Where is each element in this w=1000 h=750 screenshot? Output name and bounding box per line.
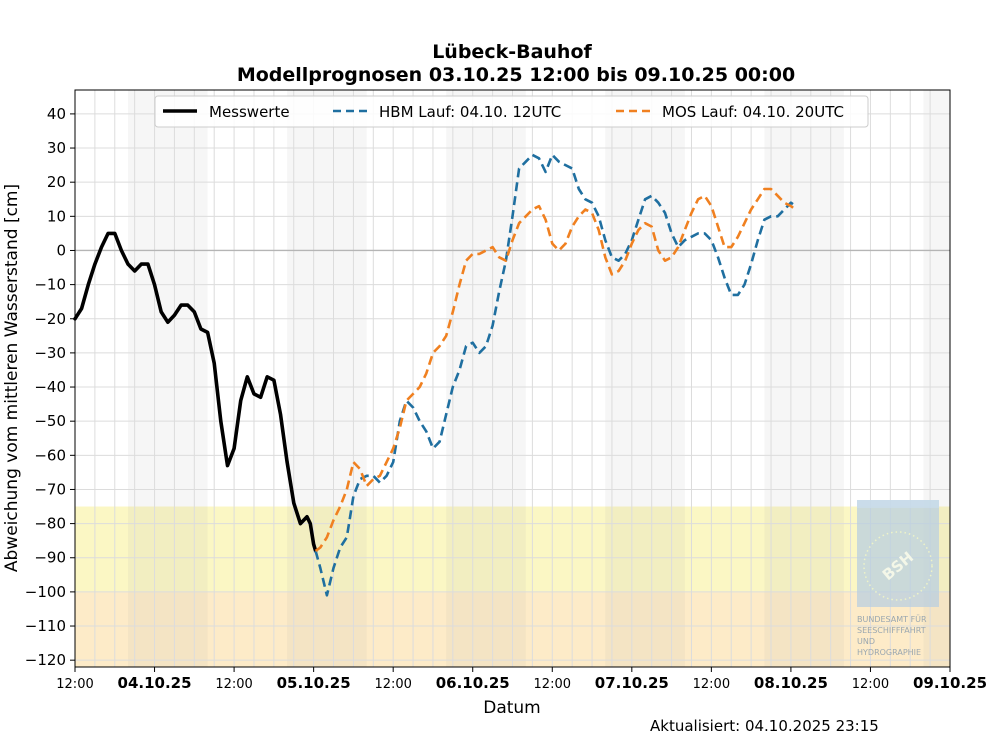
x-tick-label: 04.10.25 (118, 674, 192, 692)
x-tick-label: 12:00 (56, 677, 93, 692)
updated-timestamp: Aktualisiert: 04.10.2025 23:15 (650, 717, 879, 735)
y-tick-label: −70 (34, 480, 66, 498)
x-tick-label: 09.10.25 (913, 674, 987, 692)
x-tick-label: 08.10.25 (754, 674, 828, 692)
y-tick-label: −20 (34, 310, 66, 328)
series-layer (73, 153, 797, 597)
y-tick-label: −110 (25, 617, 66, 635)
series-line-messwerte (73, 231, 318, 553)
chart-title: Lübeck-Bauhof (432, 41, 592, 63)
series-line-mos (314, 187, 797, 552)
y-tick-label: −80 (34, 515, 66, 533)
y-tick-label: 0 (56, 241, 66, 259)
y-tick-label: −50 (34, 412, 66, 430)
x-tick-label: 12:00 (852, 677, 889, 692)
night-band (287, 90, 367, 667)
legend-label: MOS Lauf: 04.10. 20UTC (662, 103, 844, 121)
axes-layer: 40 30 20 10 0 −10 −20 −30 −40 −50 −60 −70 −80 −90 −100… (25, 89, 987, 692)
y-tick-label: 20 (47, 173, 66, 191)
y-tick-label: 10 (47, 207, 66, 225)
logo-caption-line: SEESCHIFFFAHRT (857, 626, 926, 635)
legend-label: Messwerte (209, 103, 290, 121)
logo-caption-line: BUNDESAMT FÜR (857, 614, 927, 624)
legend: Messwerte HBM Lauf: 04.10. 12UTC MOS Lauf:… (154, 95, 869, 128)
y-tick-label: −90 (34, 549, 66, 567)
y-tick-label: 40 (47, 105, 66, 123)
chart-subtitle: Modellprognosen 03.10.25 12:00 bis 09.10… (237, 64, 795, 86)
night-band (764, 90, 844, 667)
legend-label: HBM Lauf: 04.10. 12UTC (379, 103, 561, 121)
plot-frame (74, 89, 951, 668)
night-band (128, 90, 208, 667)
x-tick-label: 07.10.25 (595, 674, 669, 692)
x-tick-label: 12:00 (215, 677, 252, 692)
x-tick-label: 12:00 (374, 677, 411, 692)
logo-caption-line: UND (857, 637, 875, 646)
night-band (605, 90, 685, 667)
y-tick-label: −30 (34, 344, 66, 362)
logo-caption-line: HYDROGRAPHIE (857, 648, 921, 657)
x-tick-label: 12:00 (534, 677, 571, 692)
bsh-logo: BSH BUNDESAMT FÜR SEESCHIFFFAHRT UND HYD… (857, 500, 939, 657)
legend-box (154, 95, 869, 128)
y-tick-label: −10 (34, 276, 66, 294)
series-line-hbm (314, 153, 797, 597)
night-band (446, 90, 526, 667)
y-axis-label: Abweichung vom mittleren Wasserstand [cm… (2, 184, 22, 572)
y-tick-label: −60 (34, 446, 66, 464)
x-tick-label: 06.10.25 (436, 674, 510, 692)
y-tick-label: −40 (34, 378, 66, 396)
x-axis-label: Datum (483, 698, 541, 718)
x-tick-label: 12:00 (693, 677, 730, 692)
y-tick-label: −120 (25, 651, 66, 669)
y-tick-label: 30 (47, 139, 66, 157)
x-tick-label: 05.10.25 (277, 674, 351, 692)
y-tick-label: −100 (25, 583, 66, 601)
